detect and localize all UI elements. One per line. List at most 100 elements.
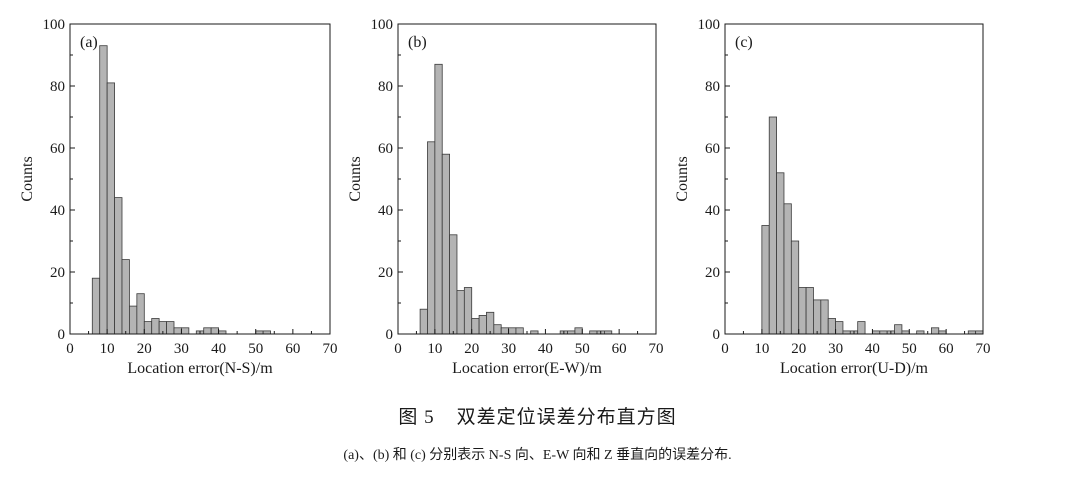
y-tick-label: 100 (43, 17, 66, 33)
histogram-bar (931, 327, 940, 335)
histogram-panel: 0 10 20 30 40 50 60 70 0 20 40 60 80 100 (b) Location e… (347, 17, 664, 377)
y-tick-label: 100 (371, 17, 394, 33)
x-tick-label: 50 (248, 341, 263, 357)
histogram-bar (493, 324, 502, 335)
histogram-bar (434, 63, 443, 335)
x-tick-label: 10 (754, 341, 769, 357)
x-tick-label: 0 (66, 341, 74, 357)
y-tick-label: 0 (58, 327, 66, 343)
x-tick-label: 30 (174, 341, 189, 357)
histogram-bar (768, 116, 777, 335)
histogram-bar (181, 327, 190, 335)
histogram-bar (894, 324, 903, 335)
x-tick-label: 70 (323, 341, 338, 357)
x-tick-label: 0 (394, 341, 402, 357)
histogram-bar (463, 287, 473, 335)
histogram-bar (813, 299, 822, 335)
histogram-bar (835, 321, 844, 335)
figure-note: (a)、(b) 和 (c) 分别表示 N-S 向、E-W 向和 Z 垂直向的误差… (343, 448, 732, 463)
figure-caption: 图 5 双差定位误差分布直方图 (0, 402, 1075, 429)
histogram-bar (143, 321, 153, 335)
histogram-bar (114, 197, 123, 335)
histogram-bar (798, 287, 807, 335)
histogram-bar (203, 327, 212, 335)
y-tick-label: 60 (705, 141, 720, 157)
histogram-bar (761, 225, 770, 335)
histogram-panel: 0 10 20 30 40 50 60 70 0 20 40 60 80 100 (a) Location e… (19, 17, 338, 377)
histogram-bar (478, 314, 487, 335)
histogram-bar (99, 45, 108, 335)
histogram-bar (456, 290, 465, 335)
y-tick-label: 20 (50, 265, 65, 281)
y-tick-label: 20 (705, 265, 720, 281)
x-tick-label: 50 (902, 341, 917, 357)
y-tick-label: 20 (378, 265, 393, 281)
panel-label: (c) (735, 34, 753, 51)
histogram-bar (857, 321, 866, 335)
histogram-bar (783, 203, 792, 335)
histogram-bar (166, 321, 175, 335)
x-tick-label: 60 (612, 341, 627, 357)
y-tick-label: 80 (378, 79, 393, 95)
histogram-bar (515, 327, 524, 335)
histogram-bar (805, 287, 814, 335)
histogram-bar (500, 327, 509, 335)
y-tick-label: 0 (386, 327, 394, 343)
histogram-panel: 0 10 20 30 40 50 60 70 0 20 40 60 80 100 (c) Location e… (674, 17, 991, 377)
y-tick-label: 80 (50, 79, 65, 95)
histogram-bar (441, 153, 451, 335)
x-tick-label: 60 (939, 341, 954, 357)
y-tick-label: 60 (378, 141, 393, 157)
figure-title: 双差定位误差分布直方图 (456, 407, 677, 428)
x-tick-label: 60 (285, 341, 300, 357)
histogram-bar (106, 82, 115, 335)
figure-number: 图 5 (398, 407, 435, 428)
x-tick-label: 40 (538, 341, 553, 357)
x-axis-label: Location error(E-W)/m (452, 360, 602, 377)
x-tick-label: 70 (976, 341, 991, 357)
x-tick-label: 70 (649, 341, 664, 357)
histogram-bar (449, 234, 458, 335)
x-tick-label: 30 (828, 341, 843, 357)
y-tick-label: 60 (50, 141, 65, 157)
histogram-bar (790, 240, 800, 335)
x-axis-label: Location error(N-S)/m (127, 360, 273, 377)
histogram-bar (776, 172, 785, 335)
histogram-bar (471, 318, 480, 335)
histogram-bar (173, 327, 182, 335)
y-tick-label: 40 (705, 203, 720, 219)
x-tick-label: 20 (464, 341, 479, 357)
panel-label: (a) (80, 34, 98, 51)
histogram-bar (91, 277, 101, 335)
histogram-bar (151, 318, 160, 335)
y-axis-label: Counts (347, 156, 364, 201)
histogram-bar (121, 259, 130, 335)
histogram-bar (419, 308, 428, 335)
y-tick-label: 40 (50, 203, 65, 219)
y-tick-label: 80 (705, 79, 720, 95)
x-tick-label: 20 (791, 341, 806, 357)
x-tick-label: 40 (865, 341, 880, 357)
histogram-bar (820, 299, 829, 335)
x-axis-label: Location error(U-D)/m (780, 360, 928, 377)
y-tick-label: 0 (713, 327, 721, 343)
histogram-bar (574, 327, 583, 335)
x-tick-label: 20 (137, 341, 152, 357)
y-tick-label: 100 (698, 17, 721, 33)
y-tick-label: 40 (378, 203, 393, 219)
panel-label: (b) (408, 34, 427, 51)
x-tick-label: 50 (575, 341, 590, 357)
x-tick-label: 10 (427, 341, 442, 357)
histogram-bar (427, 141, 436, 335)
histogram-bar (508, 327, 517, 335)
histogram-bar (827, 318, 836, 335)
histogram-bar (129, 305, 138, 335)
x-tick-label: 0 (721, 341, 729, 357)
histogram-bar (136, 293, 145, 335)
histogram-bar (486, 311, 495, 335)
y-axis-label: Counts (674, 156, 691, 201)
y-axis-label: Counts (19, 156, 36, 201)
x-tick-label: 30 (501, 341, 516, 357)
histogram-bar (210, 327, 219, 335)
